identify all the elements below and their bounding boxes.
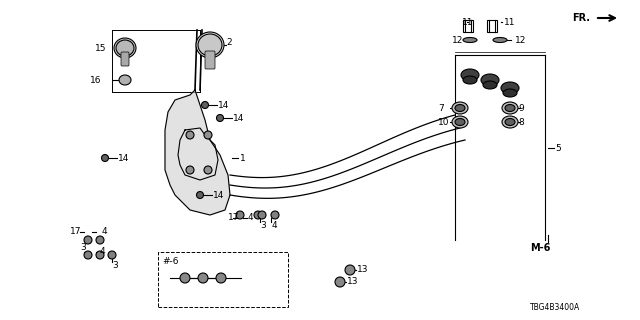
Ellipse shape bbox=[114, 38, 136, 58]
Ellipse shape bbox=[505, 105, 515, 111]
Text: 5: 5 bbox=[555, 143, 561, 153]
Ellipse shape bbox=[502, 116, 518, 128]
Text: 11: 11 bbox=[504, 18, 515, 27]
Text: 13: 13 bbox=[357, 266, 369, 275]
Ellipse shape bbox=[452, 102, 468, 114]
Ellipse shape bbox=[452, 116, 468, 128]
Text: 3: 3 bbox=[80, 244, 86, 252]
Text: 14: 14 bbox=[218, 100, 229, 109]
Circle shape bbox=[198, 273, 208, 283]
Ellipse shape bbox=[461, 69, 479, 81]
Text: #-6: #-6 bbox=[162, 258, 179, 267]
Circle shape bbox=[96, 251, 104, 259]
Polygon shape bbox=[165, 90, 230, 215]
Ellipse shape bbox=[503, 89, 517, 97]
Circle shape bbox=[84, 236, 92, 244]
Text: 4: 4 bbox=[248, 213, 253, 222]
Text: 11: 11 bbox=[462, 18, 474, 27]
Circle shape bbox=[102, 155, 109, 162]
Text: 8: 8 bbox=[518, 117, 524, 126]
Text: 7: 7 bbox=[438, 103, 444, 113]
Ellipse shape bbox=[463, 37, 477, 43]
Ellipse shape bbox=[502, 102, 518, 114]
Ellipse shape bbox=[455, 105, 465, 111]
Text: 4: 4 bbox=[102, 228, 108, 236]
Circle shape bbox=[186, 166, 194, 174]
FancyBboxPatch shape bbox=[121, 52, 129, 66]
Text: 4: 4 bbox=[100, 247, 106, 257]
Ellipse shape bbox=[493, 37, 507, 43]
Ellipse shape bbox=[455, 118, 465, 125]
Circle shape bbox=[271, 211, 279, 219]
Circle shape bbox=[216, 273, 226, 283]
Circle shape bbox=[186, 131, 194, 139]
Text: 14: 14 bbox=[213, 190, 225, 199]
Text: 14: 14 bbox=[233, 114, 244, 123]
Ellipse shape bbox=[501, 82, 519, 94]
Ellipse shape bbox=[505, 118, 515, 125]
Circle shape bbox=[345, 265, 355, 275]
Circle shape bbox=[258, 211, 266, 219]
Ellipse shape bbox=[119, 75, 131, 85]
Text: M-6: M-6 bbox=[530, 243, 550, 253]
Text: FR.: FR. bbox=[572, 13, 590, 23]
Text: 2: 2 bbox=[226, 37, 232, 46]
Bar bbox=[158, 252, 288, 307]
Text: 16: 16 bbox=[90, 76, 102, 84]
Text: 3: 3 bbox=[112, 260, 118, 269]
Text: 17: 17 bbox=[228, 213, 239, 222]
Circle shape bbox=[204, 131, 212, 139]
Ellipse shape bbox=[463, 76, 477, 84]
Text: 12: 12 bbox=[452, 36, 463, 44]
Circle shape bbox=[254, 211, 262, 219]
Circle shape bbox=[335, 277, 345, 287]
Ellipse shape bbox=[483, 81, 497, 89]
Circle shape bbox=[204, 166, 212, 174]
Ellipse shape bbox=[481, 74, 499, 86]
Text: 12: 12 bbox=[515, 36, 526, 44]
Ellipse shape bbox=[198, 34, 222, 56]
Circle shape bbox=[180, 273, 190, 283]
Text: 13: 13 bbox=[347, 277, 358, 286]
Text: 10: 10 bbox=[438, 117, 449, 126]
Text: 9: 9 bbox=[518, 103, 524, 113]
Circle shape bbox=[196, 191, 204, 198]
Text: 3: 3 bbox=[260, 220, 266, 229]
Text: 15: 15 bbox=[95, 44, 106, 52]
Text: 14: 14 bbox=[118, 154, 129, 163]
Text: 4: 4 bbox=[272, 220, 278, 229]
Text: 1: 1 bbox=[240, 154, 246, 163]
Circle shape bbox=[216, 115, 223, 122]
Ellipse shape bbox=[196, 32, 224, 58]
Text: 17: 17 bbox=[70, 228, 81, 236]
Text: TBG4B3400A: TBG4B3400A bbox=[530, 303, 580, 313]
Circle shape bbox=[236, 211, 244, 219]
Ellipse shape bbox=[116, 40, 134, 56]
Circle shape bbox=[202, 101, 209, 108]
FancyBboxPatch shape bbox=[205, 51, 215, 69]
Circle shape bbox=[84, 251, 92, 259]
Circle shape bbox=[108, 251, 116, 259]
Circle shape bbox=[96, 236, 104, 244]
